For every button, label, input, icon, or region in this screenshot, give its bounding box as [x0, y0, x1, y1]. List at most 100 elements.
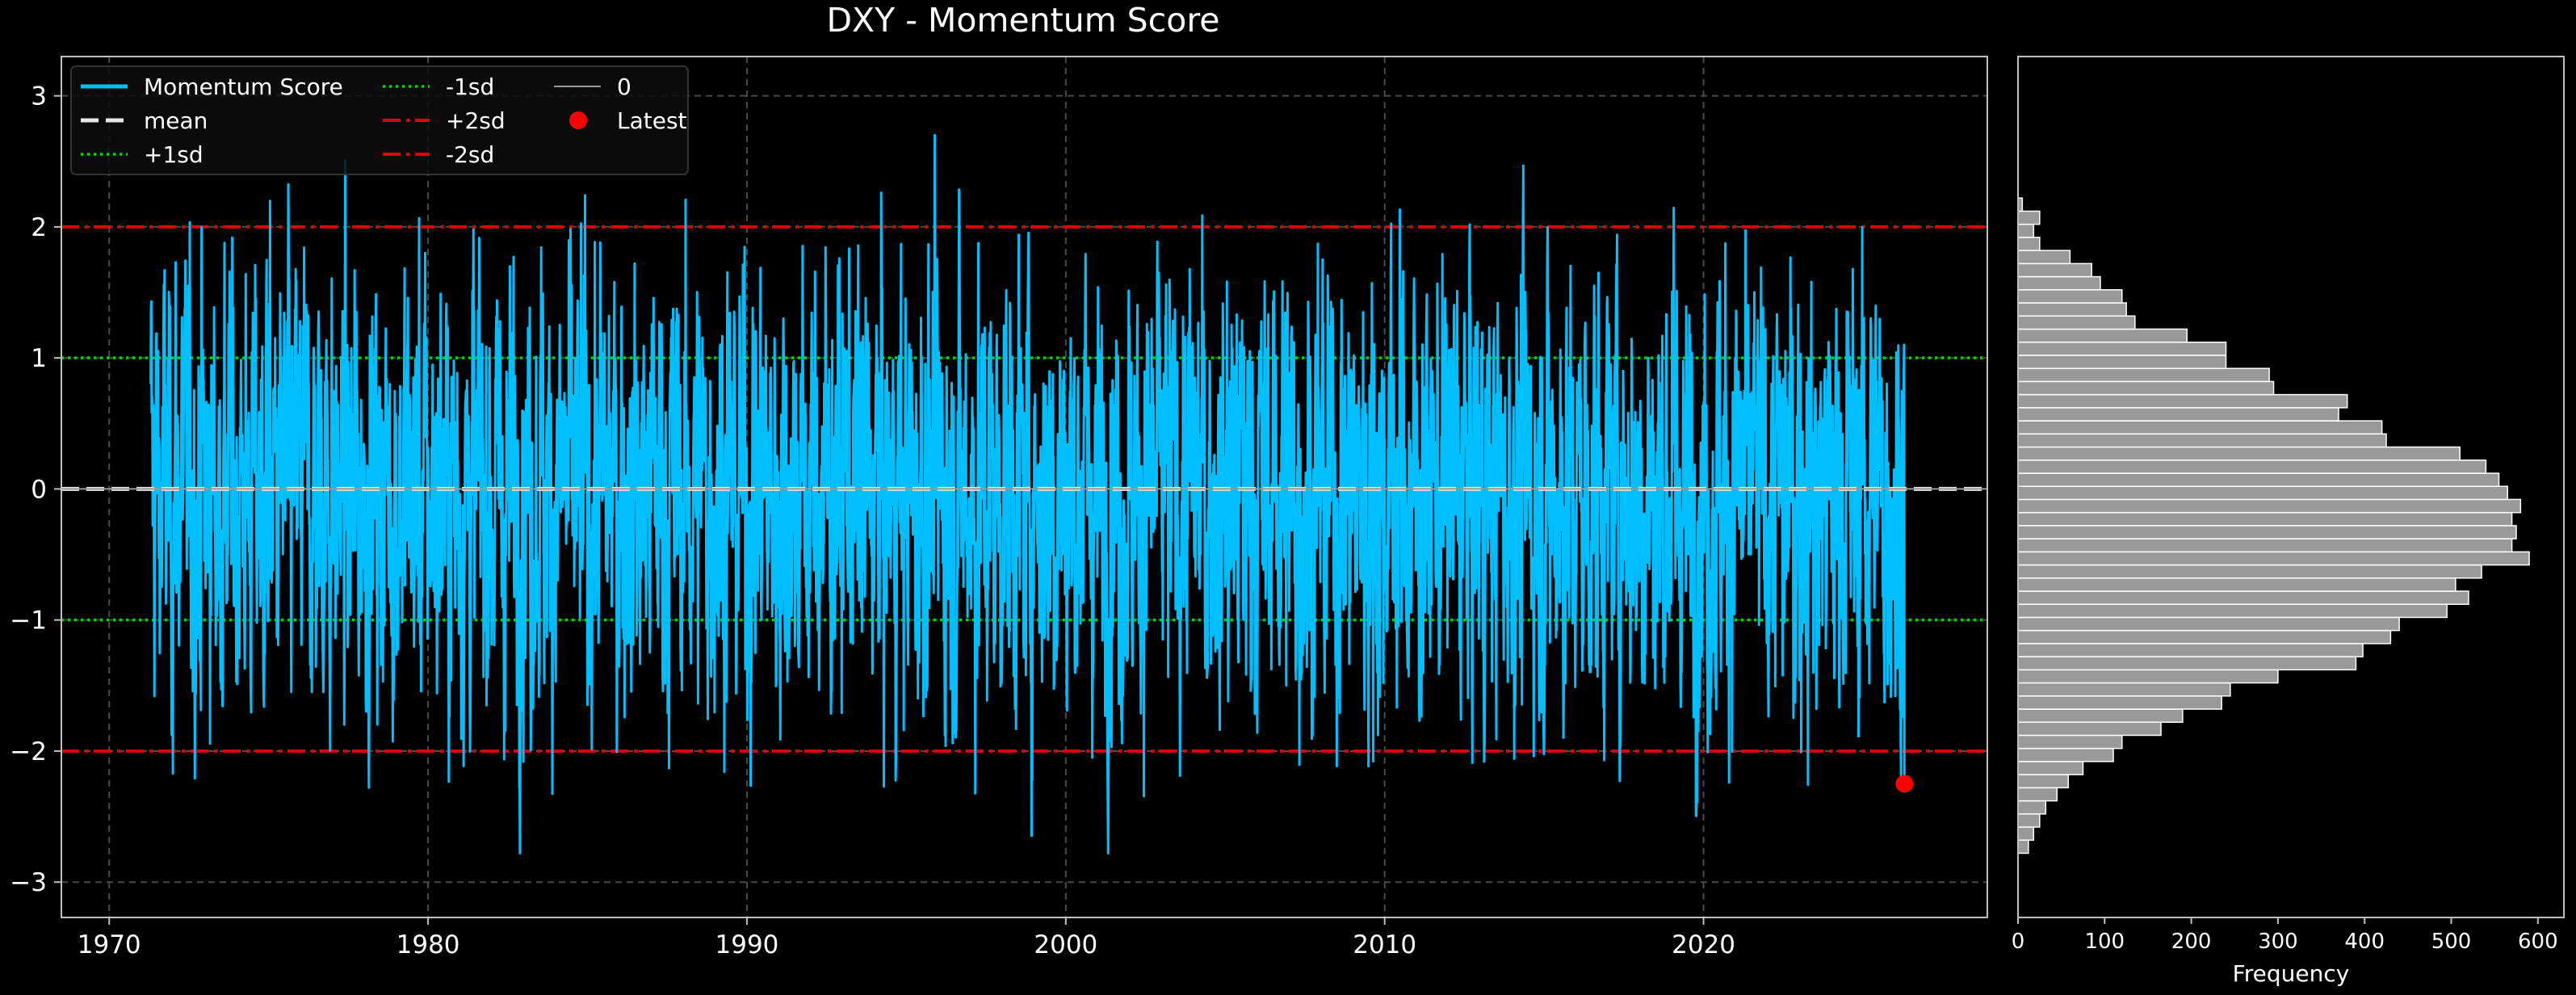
histogram-bar [2017, 250, 2071, 265]
hist-x-tick-label: 600 [2518, 930, 2558, 954]
histogram-bar [2017, 656, 2357, 671]
legend-label: Momentum Score [144, 73, 343, 100]
histogram-bar [2017, 669, 2279, 684]
x-tick-label: 2000 [1034, 930, 1097, 959]
hist-x-tick-label: 300 [2258, 930, 2298, 954]
legend-label: 0 [617, 73, 631, 100]
y-tick-label: 1 [31, 344, 47, 373]
histogram-bar [2017, 511, 2513, 527]
histogram-bar [2017, 498, 2522, 514]
histogram-plot-area: 0 100 200 300 400 500 600 Frequency [2012, 56, 2565, 987]
legend-label: -1sd [446, 73, 494, 100]
y-tick-label: −2 [10, 737, 47, 766]
histogram-bar [2017, 275, 2101, 291]
histogram-bar [2017, 459, 2487, 474]
histogram-bar [2017, 237, 2041, 251]
hist-x-tick-label: 200 [2171, 930, 2212, 954]
histogram-bar [2017, 262, 2092, 278]
histogram-bar [2017, 223, 2035, 238]
histogram-bar [2017, 577, 2456, 592]
main-x-axis: 1970 1980 1990 2000 2010 2020 [78, 917, 1735, 959]
latest-point-marker [1895, 775, 1914, 793]
histogram-bar [2017, 721, 2162, 737]
hist-x-tick-label: 0 [2012, 930, 2025, 954]
histogram-bar [2017, 407, 2339, 422]
histogram-bar [2017, 380, 2275, 396]
histogram-axes-frame [2017, 56, 2565, 918]
histogram-bar [2017, 800, 2047, 815]
x-tick-label: 1990 [715, 930, 779, 959]
histogram-bar [2017, 341, 2227, 356]
y-tick-label: −3 [10, 868, 47, 897]
legend-item: +1sd [81, 141, 203, 168]
legend-item: Latest [569, 107, 687, 134]
histogram-bar [2017, 774, 2069, 789]
legend-box [70, 65, 689, 175]
y-tick-label: 3 [31, 82, 47, 111]
histogram-bar [2017, 787, 2058, 802]
y-tick-label: −1 [10, 607, 47, 636]
histogram-bar [2017, 538, 2513, 553]
histogram-bar [2017, 813, 2041, 828]
legend-label: mean [144, 107, 208, 134]
hist-x-tick-label: 500 [2431, 930, 2472, 954]
legend-item: -2sd [383, 141, 494, 168]
histogram-bar [2017, 629, 2392, 644]
histogram-bar [2017, 564, 2482, 579]
legend-label: +2sd [446, 107, 506, 134]
histogram-bar [2017, 682, 2231, 697]
x-tick-label: 1970 [78, 930, 141, 959]
histogram-bar [2017, 695, 2222, 710]
histogram-bar [2017, 446, 2461, 461]
legend-label: +1sd [144, 141, 203, 168]
hist-x-tick-label: 400 [2344, 930, 2385, 954]
histogram-x-axis: 0 100 200 300 400 500 600 [2012, 917, 2558, 954]
histogram-bar [2017, 616, 2400, 632]
histogram-bar [2017, 761, 2084, 775]
histogram-bar [2017, 590, 2469, 605]
x-tick-label: 1980 [396, 930, 460, 959]
histogram-bar [2017, 839, 2029, 854]
histogram-bar [2017, 328, 2188, 343]
main-y-axis: −3 −2 −1 0 1 2 3 [10, 82, 61, 897]
y-tick-label: 2 [31, 213, 47, 242]
histogram-bar [2017, 643, 2364, 657]
legend-item: mean [81, 107, 208, 134]
histogram-bar [2017, 708, 2184, 723]
histogram-bar [2017, 472, 2500, 487]
main-plot-area: 1970 1980 1990 2000 2010 2020 −3 −2 −1 0 1 2 3 Mome… [10, 56, 1988, 959]
x-tick-label: 2010 [1353, 930, 1416, 959]
histogram-bar [2017, 603, 2448, 619]
legend-label: Latest [617, 107, 687, 134]
histogram-bar [2017, 734, 2123, 749]
chart-title: DXY - Momentum Score [826, 1, 1219, 40]
histogram-bar [2017, 485, 2509, 501]
legend-item: 0 [554, 73, 631, 100]
histogram-bar [2017, 433, 2387, 448]
histogram-bar [2017, 826, 2035, 842]
legend-item: Momentum Score [81, 73, 343, 100]
legend-item: +2sd [383, 107, 506, 134]
legend-item: -1sd [383, 73, 494, 100]
histogram-bar [2017, 210, 2041, 225]
histogram-bar [2017, 302, 2127, 317]
hist-x-tick-label: 100 [2084, 930, 2125, 954]
histogram-x-axis-label: Frequency [2233, 960, 2350, 987]
histogram-bar [2017, 289, 2123, 304]
momentum-score-line [149, 133, 1906, 854]
histogram-bar [2017, 393, 2348, 409]
y-tick-label: 0 [31, 475, 47, 504]
main-axes-frame [61, 56, 1988, 918]
histogram-bar [2017, 367, 2270, 383]
histogram-bar [2017, 747, 2114, 762]
histogram-bar [2017, 315, 2136, 330]
histogram-bar [2017, 420, 2383, 435]
histogram-bar [2017, 525, 2517, 539]
legend-marker [569, 111, 587, 129]
histogram-bar [2017, 355, 2227, 369]
x-tick-label: 2020 [1672, 930, 1735, 959]
histogram-bar [2017, 551, 2530, 566]
legend: Momentum Score mean +1sd -1sd +2sd -2sd 0 Lates… [70, 65, 689, 175]
legend-label: -2sd [446, 141, 494, 168]
